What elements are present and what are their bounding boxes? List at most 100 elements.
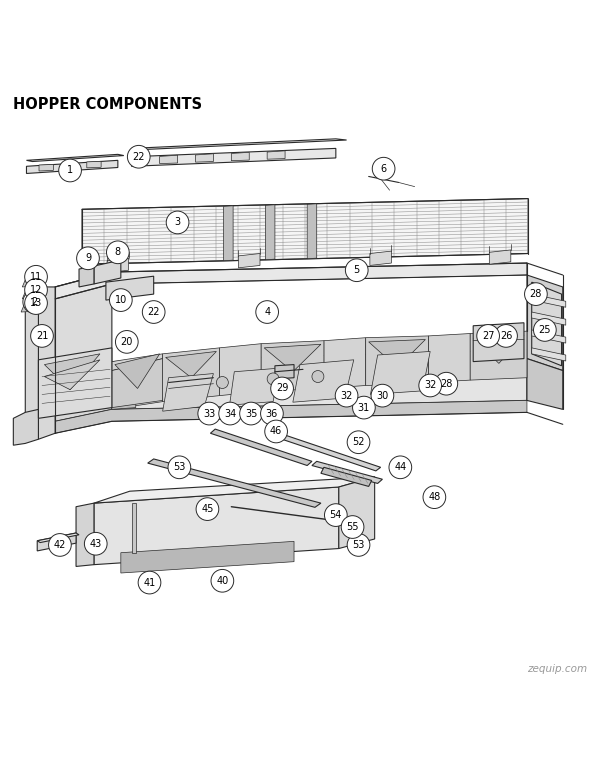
Text: 46: 46 bbox=[270, 426, 282, 437]
Circle shape bbox=[494, 324, 517, 347]
Polygon shape bbox=[106, 276, 154, 300]
Text: 9: 9 bbox=[85, 253, 91, 263]
Circle shape bbox=[168, 456, 191, 479]
Polygon shape bbox=[44, 354, 100, 389]
Polygon shape bbox=[490, 250, 511, 264]
Text: 28: 28 bbox=[530, 289, 542, 299]
Text: 13: 13 bbox=[30, 298, 42, 308]
Polygon shape bbox=[370, 251, 391, 265]
Circle shape bbox=[419, 374, 442, 397]
Polygon shape bbox=[112, 350, 527, 409]
Circle shape bbox=[31, 324, 53, 347]
Polygon shape bbox=[94, 477, 374, 503]
Circle shape bbox=[335, 384, 358, 407]
Circle shape bbox=[77, 247, 100, 269]
Polygon shape bbox=[527, 275, 563, 370]
Text: 32: 32 bbox=[340, 391, 353, 401]
Text: 55: 55 bbox=[346, 522, 359, 532]
Polygon shape bbox=[22, 278, 46, 287]
Circle shape bbox=[267, 373, 279, 385]
Circle shape bbox=[524, 283, 547, 305]
Polygon shape bbox=[21, 303, 45, 312]
Polygon shape bbox=[82, 199, 528, 264]
Circle shape bbox=[353, 396, 375, 419]
Text: 3: 3 bbox=[175, 217, 181, 227]
Polygon shape bbox=[532, 330, 566, 343]
Circle shape bbox=[341, 516, 364, 539]
Polygon shape bbox=[428, 334, 470, 382]
Text: 26: 26 bbox=[500, 331, 512, 341]
Text: 22: 22 bbox=[148, 307, 160, 317]
Text: zequip.com: zequip.com bbox=[527, 664, 587, 674]
Polygon shape bbox=[365, 336, 428, 386]
Polygon shape bbox=[112, 354, 163, 409]
Polygon shape bbox=[131, 138, 347, 150]
Polygon shape bbox=[339, 477, 374, 549]
Circle shape bbox=[138, 571, 161, 594]
Text: 43: 43 bbox=[89, 539, 102, 549]
Circle shape bbox=[59, 159, 82, 182]
Polygon shape bbox=[368, 340, 425, 367]
Polygon shape bbox=[115, 354, 160, 389]
Polygon shape bbox=[307, 203, 317, 259]
Circle shape bbox=[423, 486, 446, 509]
Polygon shape bbox=[163, 373, 214, 411]
Circle shape bbox=[260, 402, 283, 425]
Text: 45: 45 bbox=[201, 504, 214, 514]
Polygon shape bbox=[131, 503, 136, 552]
Polygon shape bbox=[55, 362, 112, 422]
Circle shape bbox=[346, 259, 368, 282]
Polygon shape bbox=[264, 344, 321, 372]
Polygon shape bbox=[79, 266, 94, 287]
Polygon shape bbox=[532, 282, 562, 366]
Circle shape bbox=[217, 376, 229, 389]
Circle shape bbox=[23, 291, 46, 313]
Circle shape bbox=[211, 569, 234, 592]
Polygon shape bbox=[37, 533, 79, 542]
Polygon shape bbox=[196, 154, 214, 162]
Circle shape bbox=[347, 431, 370, 454]
Text: 8: 8 bbox=[115, 247, 121, 257]
Polygon shape bbox=[55, 400, 527, 433]
Polygon shape bbox=[87, 161, 101, 168]
Circle shape bbox=[196, 498, 219, 520]
Polygon shape bbox=[160, 155, 178, 164]
Polygon shape bbox=[37, 533, 76, 551]
Polygon shape bbox=[324, 337, 365, 389]
Text: 53: 53 bbox=[173, 462, 185, 472]
Polygon shape bbox=[94, 260, 121, 284]
Polygon shape bbox=[94, 487, 339, 565]
Text: 12: 12 bbox=[30, 285, 42, 295]
Polygon shape bbox=[321, 467, 371, 487]
Text: 41: 41 bbox=[143, 578, 155, 588]
Polygon shape bbox=[76, 503, 94, 566]
Circle shape bbox=[166, 211, 189, 234]
Text: 36: 36 bbox=[266, 409, 278, 418]
Circle shape bbox=[142, 301, 165, 324]
Polygon shape bbox=[112, 359, 163, 408]
Text: 33: 33 bbox=[203, 409, 215, 418]
Text: 22: 22 bbox=[133, 151, 145, 161]
Polygon shape bbox=[25, 296, 38, 438]
Polygon shape bbox=[107, 259, 128, 272]
Polygon shape bbox=[312, 461, 382, 483]
Polygon shape bbox=[55, 272, 112, 376]
Circle shape bbox=[115, 330, 138, 353]
Polygon shape bbox=[527, 359, 563, 409]
Polygon shape bbox=[232, 152, 249, 161]
Text: 35: 35 bbox=[245, 409, 257, 418]
Text: 53: 53 bbox=[352, 540, 365, 550]
Polygon shape bbox=[275, 365, 294, 379]
Polygon shape bbox=[44, 360, 100, 389]
Polygon shape bbox=[26, 161, 118, 174]
Polygon shape bbox=[131, 148, 336, 166]
Text: 5: 5 bbox=[353, 265, 360, 275]
Polygon shape bbox=[470, 331, 527, 380]
Circle shape bbox=[85, 532, 107, 555]
Circle shape bbox=[219, 402, 241, 425]
Circle shape bbox=[198, 402, 221, 425]
Circle shape bbox=[477, 324, 499, 347]
Text: 4: 4 bbox=[264, 307, 270, 317]
Polygon shape bbox=[163, 348, 220, 402]
Text: 34: 34 bbox=[224, 409, 236, 418]
